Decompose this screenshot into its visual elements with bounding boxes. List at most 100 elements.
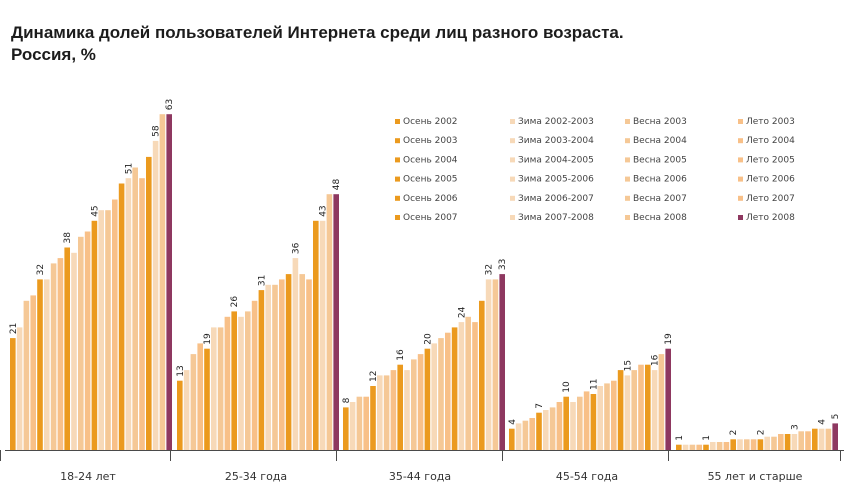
data-label: 2 [756, 430, 766, 436]
bar [570, 402, 576, 450]
data-label: 12 [369, 371, 379, 382]
bar [750, 439, 757, 450]
bar [737, 439, 743, 450]
bar [689, 444, 696, 450]
chart-title-line-2: Россия, % [11, 45, 96, 64]
bar [319, 220, 326, 450]
bar [23, 300, 30, 450]
data-label: 11 [589, 379, 599, 390]
data-label: 20 [423, 333, 433, 345]
legend-swatch [738, 138, 743, 144]
bar [597, 386, 603, 450]
data-label: 16 [396, 349, 406, 361]
bar [245, 311, 251, 450]
legend-item: Осень 2002 [395, 117, 458, 127]
bar [492, 279, 499, 450]
bar [744, 439, 750, 450]
data-label: 48 [332, 178, 342, 190]
data-label: 16 [651, 354, 661, 366]
legend-label: Лето 2003 [746, 117, 795, 127]
bar [183, 370, 190, 451]
data-label: 26 [230, 296, 240, 308]
legend-swatch [395, 138, 400, 144]
bar [472, 322, 478, 450]
legend-label: Зима 2004-2005 [518, 155, 594, 165]
legend-label: Лето 2004 [746, 136, 795, 146]
data-label: 33 [498, 259, 508, 270]
data-label: 15 [623, 360, 633, 371]
category-label: 18-24 лет [60, 470, 116, 483]
bar [499, 274, 505, 450]
bar [125, 178, 132, 450]
bar [798, 431, 804, 450]
legend-swatch [395, 157, 400, 163]
bar [383, 375, 390, 450]
legend-label: Осень 2002 [403, 117, 458, 127]
bar [292, 258, 299, 450]
data-label: 45 [90, 205, 100, 216]
bar [710, 442, 716, 450]
data-label: 51 [124, 163, 134, 174]
bar [424, 348, 431, 450]
legend-label: Осень 2003 [403, 136, 458, 146]
data-label: 21 [9, 323, 19, 334]
bar [98, 210, 104, 450]
bar [431, 343, 437, 450]
bar [485, 279, 492, 450]
category-label: 35-44 года [389, 470, 451, 483]
legend-label: Лето 2005 [746, 155, 795, 165]
legend-swatch [738, 195, 743, 201]
bar [651, 370, 658, 451]
legend-swatch [625, 195, 630, 201]
legend-label: Осень 2006 [403, 194, 458, 204]
bar [818, 428, 825, 450]
bar [279, 279, 285, 450]
bar [30, 295, 36, 450]
legend-item: Лето 2007 [738, 194, 795, 204]
data-label: 32 [36, 264, 46, 275]
data-label: 4 [508, 419, 518, 425]
legend-swatch [738, 119, 743, 124]
legend-swatch [510, 176, 515, 182]
bar [665, 348, 671, 450]
legend-label: Зима 2005-2006 [518, 175, 594, 185]
legend-swatch [395, 195, 400, 201]
legend-item: Зима 2004-2005 [510, 155, 594, 165]
bar [723, 442, 730, 450]
legend-swatch [510, 119, 515, 124]
bar [10, 338, 16, 450]
bar [57, 258, 64, 450]
category-label: 25-34 года [225, 470, 287, 483]
bar [522, 420, 529, 450]
legend-swatch [625, 157, 630, 163]
data-label: 19 [203, 333, 213, 345]
bar [377, 375, 383, 450]
legend-label: Весна 2005 [633, 155, 687, 165]
bar [404, 370, 410, 451]
bar [343, 407, 349, 450]
category-label: 45-54 года [556, 470, 618, 483]
bar [166, 114, 172, 450]
legend-swatch [738, 176, 743, 182]
legend-label: Зима 2002-2003 [518, 117, 594, 127]
bar [217, 327, 224, 450]
bar [78, 236, 84, 450]
bar [556, 402, 563, 450]
legend-item: Зима 2007-2008 [510, 213, 594, 223]
bar [390, 370, 397, 451]
bar [159, 114, 166, 450]
bar [832, 423, 838, 450]
bar [682, 444, 689, 450]
bar [583, 391, 590, 450]
legend-item: Зима 2003-2004 [510, 136, 594, 146]
data-label: 58 [152, 125, 162, 137]
bar [451, 327, 458, 450]
bar [190, 354, 197, 450]
bar [515, 423, 522, 450]
legend-item: Весна 2008 [625, 213, 687, 223]
legend-label: Зима 2006-2007 [518, 194, 594, 204]
bar [703, 444, 709, 450]
bar [458, 322, 465, 450]
bar [397, 364, 403, 450]
